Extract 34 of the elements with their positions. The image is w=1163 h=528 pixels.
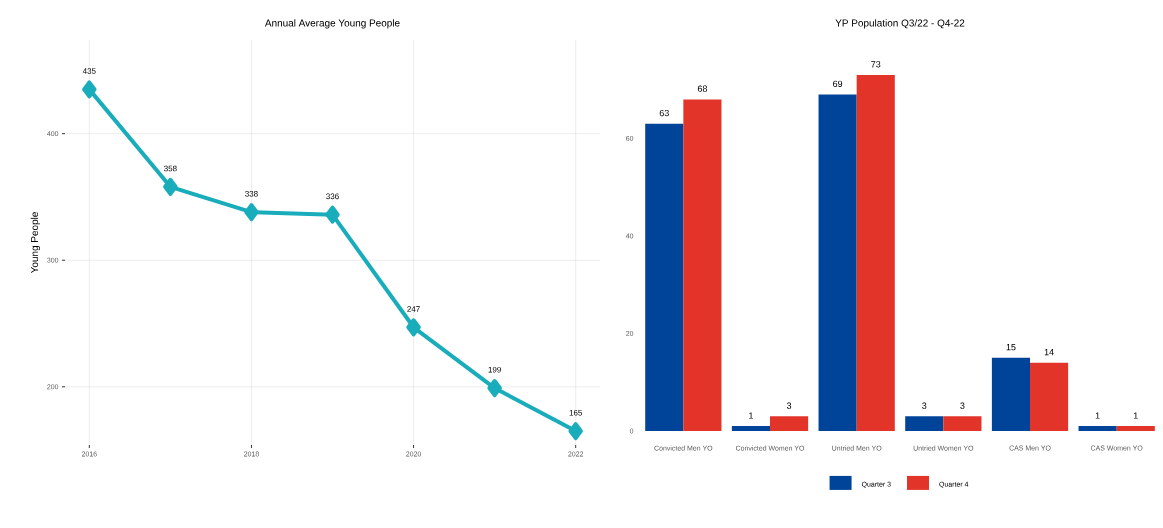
bar (1078, 426, 1117, 431)
point (82, 80, 97, 99)
data-label: 1 (749, 412, 753, 419)
bar (818, 94, 857, 431)
point (406, 318, 421, 337)
bar (991, 357, 1031, 431)
data-label: 69 (833, 80, 843, 87)
data-label: 63 (659, 109, 669, 117)
data-label: 14 (1044, 349, 1054, 356)
bar (770, 416, 809, 431)
y-axis-title: Young People (30, 212, 40, 274)
bar (905, 416, 944, 431)
point (568, 422, 583, 441)
bar (943, 416, 982, 431)
data-label: 15 (1006, 344, 1016, 351)
bar (1116, 426, 1155, 431)
bar (645, 123, 684, 431)
data-label: 3 (786, 402, 792, 409)
chart-title: YP Population Q3/22 - Q4-22 (835, 19, 965, 29)
data-label: 3 (922, 402, 927, 409)
point (325, 205, 340, 224)
point (487, 379, 502, 398)
bar (731, 426, 771, 431)
bar (683, 99, 722, 431)
data-label: 1 (1095, 412, 1100, 419)
data-label: 3 (960, 402, 965, 409)
bar (856, 75, 895, 431)
data-label: 73 (871, 61, 881, 68)
point (163, 177, 178, 196)
bar (1030, 362, 1069, 431)
data-label: 1 (1133, 412, 1138, 419)
data-label: 68 (697, 85, 707, 92)
point (244, 203, 259, 222)
chart-title: Annual Average Young People (264, 19, 400, 29)
